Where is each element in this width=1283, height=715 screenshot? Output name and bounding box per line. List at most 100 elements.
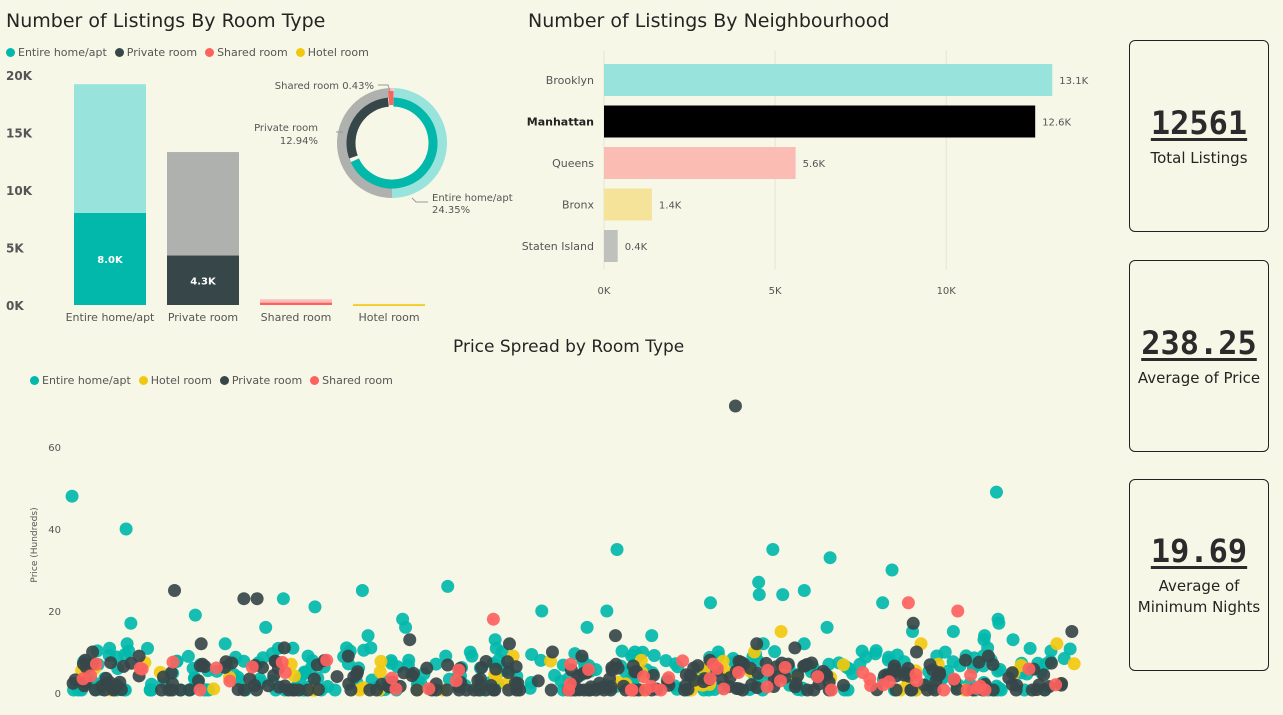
scatter-point [385,671,399,685]
scatter-point [420,661,434,675]
legend-hotel[interactable]: Hotel room [295,46,369,59]
room-type-legend[interactable]: Entire home/apt Private room Shared room… [6,46,369,59]
scatter-point [798,659,812,673]
scatter-point [910,645,924,659]
legend-entire[interactable]: Entire home/apt [30,374,131,387]
scatter-point [86,645,100,659]
scatter-point [502,637,516,651]
bar-data-label: 13.1K [1059,76,1088,87]
x-tick-label: 10K [937,286,957,297]
scatter-point [970,681,984,695]
legend-entire[interactable]: Entire home/apt [6,46,107,59]
scatter-point [389,682,403,696]
legend-private[interactable]: Private room [219,374,302,387]
scatter-point [958,653,972,667]
scatter-point [662,671,676,685]
scatter-point [659,654,673,668]
scatter-point [937,683,951,697]
scatter-point [486,612,500,626]
neighbourhood-bar-chart[interactable]: 0K 5K 10K Brooklyn 13.1K Manhattan 12.6K Queens… [520,50,1120,310]
scatter-point [885,563,899,577]
scatter-point [166,655,180,669]
scatter-point [479,654,493,668]
legend-label: Shared room [217,46,288,59]
scatter-point [181,649,195,663]
scatter-point [678,683,692,697]
scatter-point [811,670,825,684]
bar-data-label: 12.6K [1042,118,1071,129]
scatter-point [422,682,436,696]
scatter-point [964,668,978,682]
legend-dot-icon [138,376,148,385]
scatter-point [122,644,136,658]
legend-shared[interactable]: Shared room [310,374,393,387]
scatter-point [1022,662,1036,676]
scatter-point [797,584,811,597]
scatter-point [992,616,1006,630]
legend-shared[interactable]: Shared room [205,46,288,59]
scatter-point [237,683,251,697]
scatter-point [646,668,660,682]
scatter-point [923,658,937,672]
leader-line [411,197,428,203]
kpi-value: 19.69 [1150,532,1248,570]
scatter-point [117,659,131,673]
scatter-point [357,643,371,657]
scatter-point [124,616,138,630]
kpi-value: 12561 [1150,103,1248,142]
scatter-point [920,683,934,697]
scatter-point [473,672,487,686]
scatter-point [745,678,759,692]
donut-label-private-pct: 12.94% [280,136,318,147]
scatter-point [374,654,388,668]
scatter-point [978,629,992,643]
room-type-chart-title: Number of Listings By Room Type [6,10,326,32]
scatter-point [645,629,659,643]
scatter-point [277,641,291,655]
scatter-point [193,659,207,673]
scatter-legend[interactable]: Entire home/apt Hotel room Private room … [30,374,393,387]
y-tick-label: Staten Island [522,240,594,253]
scatter-point [486,683,500,697]
scatter-point [183,683,197,697]
scatter-point [605,663,619,677]
legend-private[interactable]: Private room [114,46,197,59]
scatter-point [768,645,782,659]
scatter-point [610,543,624,556]
scatter-point [836,658,850,672]
scatter-point [1057,652,1071,666]
scatter-point [703,596,717,610]
scatter-point [906,616,920,630]
scatter-point [511,676,525,690]
scatter-point [580,620,594,634]
scatter-point [399,620,413,634]
scatter-point [193,683,207,697]
y-tick-label: 60 [48,443,61,454]
scatter-point [341,649,355,663]
y-tick-label: 20 [48,607,61,618]
bar-data-label: 8.0K [97,255,124,266]
scatter-point [1067,657,1081,671]
legend-dot-icon [219,376,229,385]
neighbourhood-bar [604,230,618,262]
legend-dot-icon [30,376,39,385]
donut-ring-outer [391,88,447,198]
scatter-point [1006,633,1020,647]
scatter-point [582,663,596,677]
price-scatter-chart[interactable]: 0 20 40 60 Price (Hundreds) [0,395,1100,710]
legend-label: Shared room [322,374,393,387]
scatter-point [901,596,915,610]
scatter-point [330,670,344,684]
scatter-point [307,672,321,686]
room-type-donut-chart[interactable]: Shared room 0.43% Private room 12.94% Entir… [240,70,530,230]
scatter-point [164,666,178,680]
room-type-bar-chart[interactable]: 0K 5K 10K 15K 20K 8.0K Entire home/apt 4.3K Priv… [0,60,440,330]
bar-data-label: 1.4K [659,201,682,212]
scatter-point [452,663,466,677]
scatter-point [103,675,117,689]
scatter-point [836,678,850,692]
scatter-point [89,657,103,671]
y-tick-label: Manhattan [527,116,594,129]
scatter-point [562,683,576,697]
legend-hotel[interactable]: Hotel room [138,374,212,387]
